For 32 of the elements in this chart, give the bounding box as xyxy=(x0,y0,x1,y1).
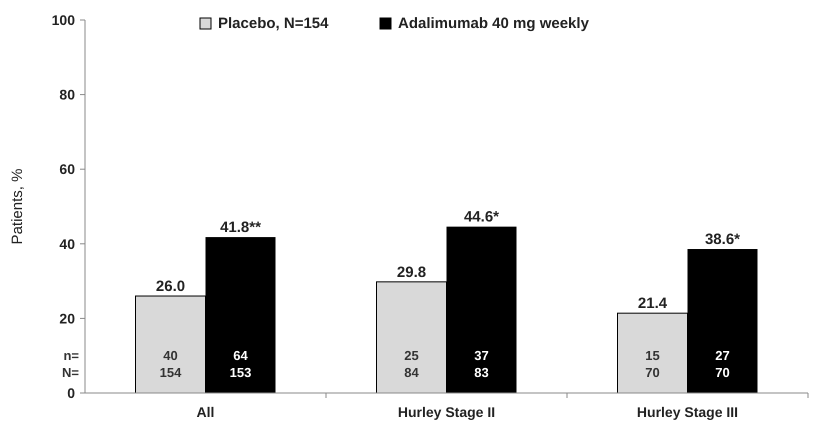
annotation: 83 xyxy=(474,365,489,380)
data-label: 44.6* xyxy=(464,208,500,226)
annotation: 25 xyxy=(404,348,419,363)
data-label: 26.0 xyxy=(156,278,186,296)
annotation: 154 xyxy=(160,365,182,380)
data-label: 21.4 xyxy=(638,295,668,312)
annotation: 70 xyxy=(645,365,660,380)
data-label: 29.8 xyxy=(396,264,426,281)
annotation: 15 xyxy=(645,348,660,363)
y-tick-label: 60 xyxy=(59,161,76,178)
annotation: 84 xyxy=(404,365,420,380)
x-tick-label: Hurley Stage III xyxy=(636,404,738,420)
legend-label: Adalimumab 40 mg weekly xyxy=(398,15,590,32)
data-label: 38.6* xyxy=(704,231,740,248)
annotation: 153 xyxy=(230,365,252,380)
x-tick-label: Hurley Stage II xyxy=(398,404,496,420)
y-tick-label: 100 xyxy=(52,12,76,28)
data-label: 41.8** xyxy=(220,219,262,236)
annotation: 37 xyxy=(474,348,489,363)
y-tick-label: 80 xyxy=(59,86,76,103)
y-axis-title: Patients, % xyxy=(9,168,26,244)
annotation: 64 xyxy=(233,348,248,363)
y-tick-label: 0 xyxy=(67,385,76,401)
text: n= xyxy=(63,348,80,363)
annotation: 40 xyxy=(163,348,178,363)
annotation: 70 xyxy=(715,365,730,380)
text: N= xyxy=(62,365,80,380)
annotation: 27 xyxy=(715,348,730,363)
legend-label: Placebo, N=154 xyxy=(218,15,330,32)
x-tick-label: All xyxy=(196,404,214,420)
y-tick-label: 40 xyxy=(59,236,76,252)
y-tick-label: 20 xyxy=(59,310,76,326)
